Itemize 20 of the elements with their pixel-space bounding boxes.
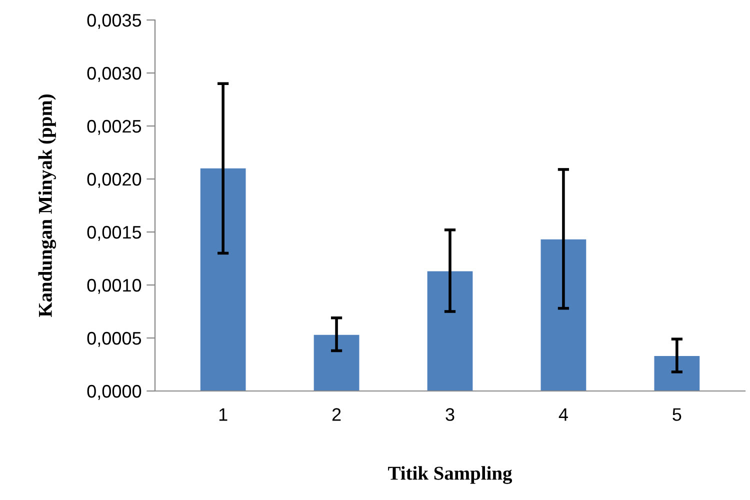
y-axis-title: Kandungan Minyak (ppm) [38, 94, 56, 318]
y-tick-label: 0,0015 [87, 226, 142, 241]
y-tick-label: 0,0020 [87, 172, 142, 188]
bar [314, 334, 360, 391]
y-tick-label: 0,0000 [87, 384, 142, 400]
x-axis-title: Titik Sampling [388, 466, 512, 484]
x-tick-label: 4 [558, 408, 568, 421]
bar [200, 168, 246, 391]
x-tick-label: 1 [219, 408, 228, 421]
y-tick-label: 0,0010 [87, 278, 142, 294]
bar [654, 356, 700, 391]
x-tick-label: 3 [446, 408, 454, 421]
x-tick-label: 2 [332, 408, 341, 421]
y-tick-label: 0,0025 [87, 120, 142, 135]
y-tick-label: 0,0005 [87, 332, 142, 347]
bar [427, 271, 473, 391]
bar [540, 239, 586, 391]
y-tick-label: 0,0035 [87, 14, 142, 29]
y-tick-label: 0,0030 [87, 66, 142, 82]
x-tick-label: 5 [672, 408, 682, 421]
